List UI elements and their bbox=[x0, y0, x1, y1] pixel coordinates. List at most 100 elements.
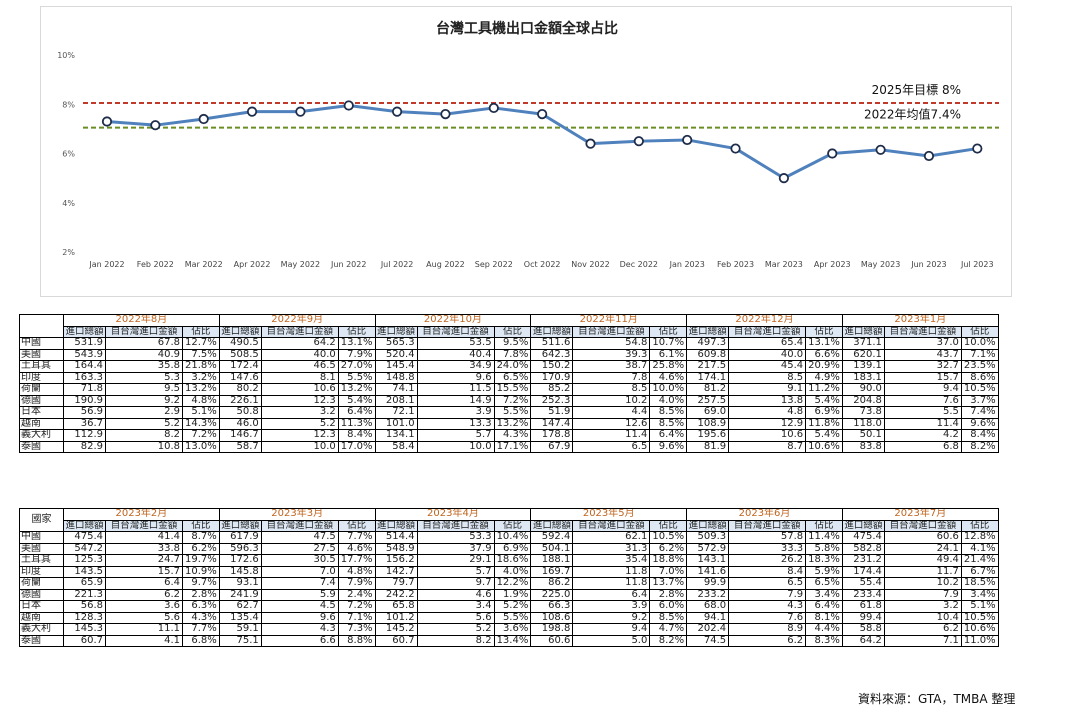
share-percent: 5.4% bbox=[805, 429, 843, 442]
import-total: 150.2 bbox=[530, 360, 574, 373]
share-percent: 11.2% bbox=[805, 383, 843, 396]
share-percent: 7.9% bbox=[337, 577, 376, 590]
import-from-taiwan: 9.2 bbox=[105, 394, 183, 407]
import-from-taiwan: 11.5 bbox=[416, 383, 495, 396]
chart-svg: 台灣工具機出口金額全球占比 2% 4% 6% 8% 10% Jan 2022 Feb 2022… bbox=[57, 20, 999, 269]
import-from-taiwan: 7.1 bbox=[883, 634, 962, 647]
share-percent: 7.7% bbox=[337, 531, 376, 544]
import-from-taiwan: 10.6 bbox=[728, 429, 807, 442]
import-total: 58.8 bbox=[841, 623, 885, 636]
import-total: 58.4 bbox=[374, 440, 418, 453]
import-from-taiwan: 15.7 bbox=[883, 371, 962, 384]
import-total: 143.5 bbox=[63, 565, 106, 578]
share-percent: 7.1% bbox=[960, 348, 999, 361]
import-total: 198.8 bbox=[530, 623, 574, 636]
x-tick-label: Apr 2023 bbox=[814, 260, 851, 269]
data-point bbox=[875, 144, 886, 155]
import-total: 69.0 bbox=[686, 406, 730, 419]
import-from-taiwan: 49.4 bbox=[883, 554, 962, 567]
table-row: 泰國 82.9 10.8 13.0% 58.7 10.0 17.0% 58.4 10.0 17.1… bbox=[19, 440, 999, 453]
share-percent: 10.0% bbox=[649, 383, 688, 396]
import-total: 93.1 bbox=[218, 577, 262, 590]
share-percent: 13.2% bbox=[493, 417, 532, 430]
import-total: 233.2 bbox=[686, 588, 730, 601]
share-percent: 7.4% bbox=[960, 406, 999, 419]
import-from-taiwan: 3.9 bbox=[572, 600, 651, 613]
share-percent: 10.5% bbox=[649, 531, 688, 544]
import-total: 565.3 bbox=[374, 337, 418, 350]
share-percent: 5.2% bbox=[493, 600, 532, 613]
share-percent: 7.2% bbox=[182, 429, 220, 442]
period-header: 2022年10月 bbox=[374, 314, 532, 327]
import-total: 164.4 bbox=[63, 360, 106, 373]
import-from-taiwan: 8.7 bbox=[728, 440, 807, 453]
import-from-taiwan: 12.3 bbox=[260, 429, 339, 442]
import-from-taiwan: 35.8 bbox=[105, 360, 183, 373]
import-from-taiwan: 3.9 bbox=[416, 406, 495, 419]
import-from-taiwan: 47.5 bbox=[260, 531, 339, 544]
share-percent: 18.5% bbox=[960, 577, 999, 590]
import-total: 242.2 bbox=[374, 588, 418, 601]
country-name: 越南 bbox=[19, 611, 64, 624]
x-tick-label: Mar 2023 bbox=[765, 260, 803, 269]
import-from-taiwan: 6.4 bbox=[105, 577, 183, 590]
share-percent: 4.7% bbox=[649, 623, 688, 636]
import-total: 141.6 bbox=[686, 565, 730, 578]
data-point bbox=[198, 113, 209, 125]
import-from-taiwan: 5.5 bbox=[883, 406, 962, 419]
import-from-taiwan: 11.8 bbox=[572, 577, 651, 590]
import-from-taiwan: 12.6 bbox=[572, 417, 651, 430]
import-total: 99.4 bbox=[841, 611, 885, 624]
share-percent: 10.5% bbox=[960, 611, 999, 624]
import-total: 60.6 bbox=[530, 634, 574, 647]
x-tick-label: Nov 2022 bbox=[571, 260, 610, 269]
import-from-taiwan: 57.8 bbox=[728, 531, 807, 544]
import-total: 81.2 bbox=[686, 383, 730, 396]
share-percent: 10.5% bbox=[960, 383, 999, 396]
data-point bbox=[972, 143, 983, 154]
import-from-taiwan: 54.8 bbox=[572, 337, 651, 350]
share-percent: 7.7% bbox=[182, 623, 220, 636]
import-total: 183.1 bbox=[841, 371, 885, 384]
import-total: 221.3 bbox=[63, 588, 106, 601]
import-from-taiwan: 12.3 bbox=[260, 394, 339, 407]
share-percent: 5.1% bbox=[960, 600, 999, 613]
import-from-taiwan: 43.7 bbox=[883, 348, 962, 361]
import-from-taiwan: 10.0 bbox=[416, 440, 495, 453]
column-header: 進口總額 bbox=[63, 325, 106, 338]
import-total: 60.7 bbox=[63, 634, 106, 647]
import-total: 592.4 bbox=[530, 531, 574, 544]
import-total: 118.0 bbox=[841, 417, 885, 430]
import-from-taiwan: 3.2 bbox=[883, 600, 962, 613]
x-tick-label: Dec 2022 bbox=[620, 260, 658, 269]
import-from-taiwan: 10.2 bbox=[883, 577, 962, 590]
share-percent: 3.4% bbox=[960, 588, 999, 601]
import-total: 208.1 bbox=[374, 394, 418, 407]
data-point bbox=[343, 100, 354, 111]
column-header: 佔比 bbox=[337, 519, 376, 532]
import-from-taiwan: 37.9 bbox=[416, 542, 495, 555]
import-from-taiwan: 5.2 bbox=[260, 417, 339, 430]
share-percent: 8.8% bbox=[337, 634, 376, 647]
import-total: 169.7 bbox=[530, 565, 574, 578]
import-total: 61.8 bbox=[841, 600, 885, 613]
share-percent: 7.8% bbox=[493, 348, 532, 361]
import-from-taiwan: 13.8 bbox=[728, 394, 807, 407]
import-total: 64.2 bbox=[841, 634, 885, 647]
share-percent: 17.0% bbox=[337, 440, 376, 453]
column-header: 佔比 bbox=[960, 519, 999, 532]
import-from-taiwan: 11.4 bbox=[572, 429, 651, 442]
period-header: 2023年1月 bbox=[841, 314, 999, 327]
share-percent: 8.7% bbox=[182, 531, 220, 544]
share-percent: 18.8% bbox=[649, 554, 688, 567]
average-line-label: 2022年均值7.4% bbox=[864, 107, 961, 122]
import-total: 178.8 bbox=[530, 429, 574, 442]
import-total: 101.2 bbox=[374, 611, 418, 624]
import-total: 81.9 bbox=[686, 440, 730, 453]
import-from-taiwan: 6.4 bbox=[572, 588, 651, 601]
data-point bbox=[440, 109, 451, 120]
x-tick-label: May 2022 bbox=[281, 260, 320, 269]
table-2022h2: 2022年8月 2022年9月 2022年10月 2022年11月 2022年12月 20… bbox=[19, 314, 999, 453]
column-header: 進口總額 bbox=[841, 325, 885, 338]
share-percent: 7.3% bbox=[337, 623, 376, 636]
